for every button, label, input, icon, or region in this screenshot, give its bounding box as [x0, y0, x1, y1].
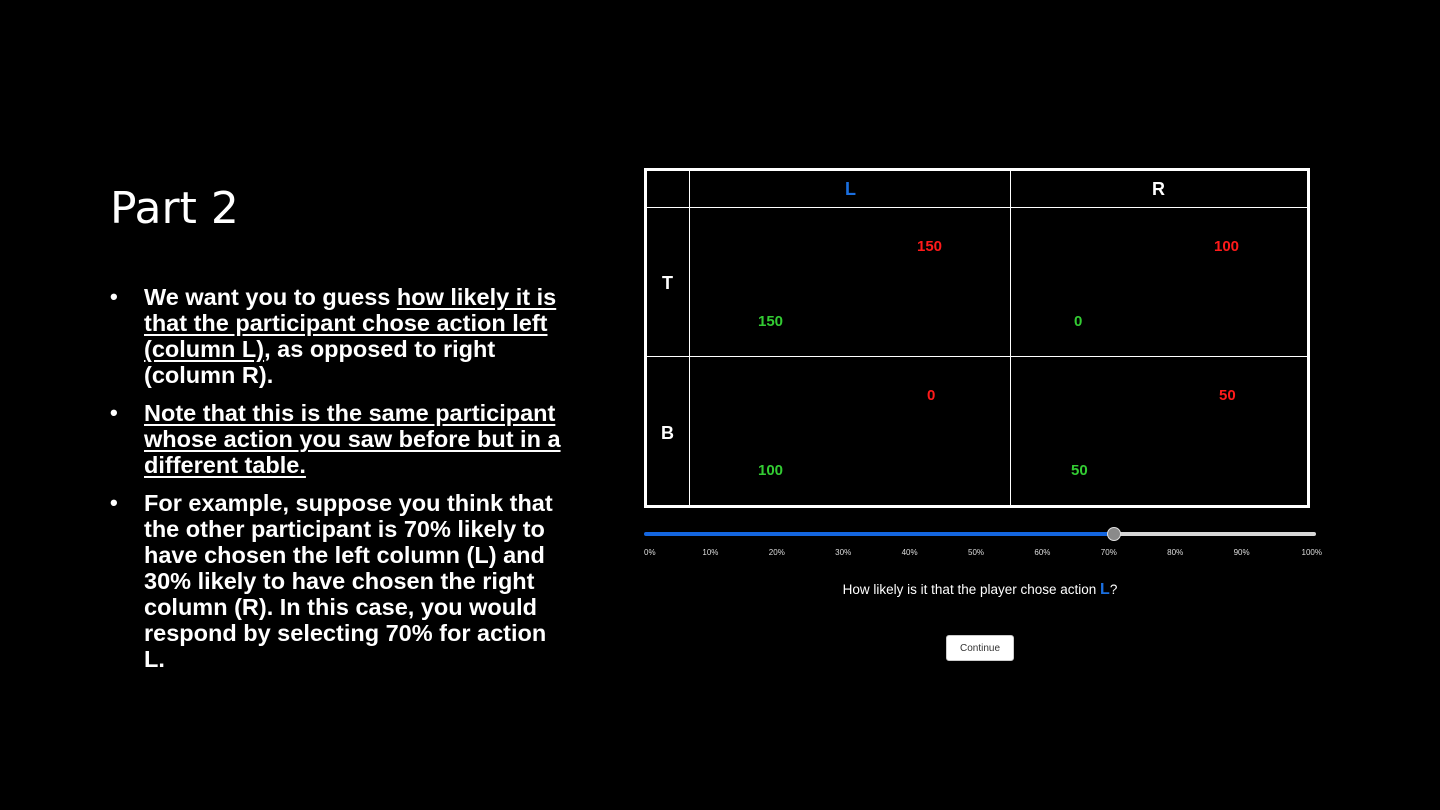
- slider-tick-label: 80%: [1167, 548, 1184, 557]
- payoff-TR-row-player: 0: [1074, 313, 1083, 330]
- payoff-BL-row-player: 100: [758, 462, 784, 479]
- table-divider: [1010, 171, 1011, 505]
- bullet-text: , as opposed to right (column R).: [144, 336, 496, 388]
- slider-tick-label: 50%: [967, 548, 985, 557]
- slider-tick-label: 20%: [768, 548, 785, 557]
- slider-tick-labels: 0% 10% 20% 30% 40% 50% 60% 70% 80% 90% 100%: [644, 548, 1322, 560]
- slider-tick-label: 30%: [835, 548, 852, 557]
- slider-tick-label: 100%: [1301, 548, 1322, 557]
- bullet-dot: •: [110, 400, 118, 425]
- column-header-R: R: [1152, 179, 1165, 199]
- table-divider: [647, 356, 1307, 357]
- payoff-BR-column-player: 50: [1219, 387, 1236, 404]
- bullet-item: • Note that this is the same participant …: [110, 400, 570, 478]
- probability-slider[interactable]: [644, 526, 1316, 546]
- slider-tick-label: 40%: [901, 548, 918, 557]
- slider-tick-label: 70%: [1100, 548, 1117, 557]
- payoff-BR-row-player: 50: [1071, 462, 1088, 479]
- bullet-item: • We want you to guess how likely it is t…: [110, 284, 570, 388]
- column-header-L: L: [845, 179, 856, 199]
- payoff-TL-column-player: 150: [917, 238, 943, 255]
- question-suffix: ?: [1109, 582, 1118, 597]
- slide-title: Part 2: [110, 183, 239, 234]
- bullet-text: For example, suppose you think that the …: [144, 490, 553, 672]
- bullet-text-underlined: Note that this is the same participant w…: [144, 400, 561, 478]
- payoff-TR-column-player: 100: [1214, 238, 1240, 255]
- question-prefix: How likely is it that the player chose a…: [842, 582, 1101, 597]
- bullet-dot: •: [110, 490, 118, 515]
- slider-thumb[interactable]: [1107, 527, 1121, 541]
- continue-button[interactable]: Continue: [946, 635, 1014, 661]
- table-divider: [689, 171, 690, 505]
- row-header-T: T: [662, 273, 673, 293]
- payoff-table: L R T B 150 150 100 0 0 100 50 50: [644, 168, 1310, 508]
- question-prompt: How likely is it that the player chose a…: [680, 581, 1280, 599]
- slider-tick-label: 10%: [702, 548, 719, 557]
- slider-tick-label: 90%: [1233, 548, 1250, 557]
- slider-track[interactable]: [1114, 532, 1316, 536]
- payoff-BL-column-player: 0: [927, 387, 936, 404]
- bullet-text-underlined: how likely it is that the participant ch…: [144, 284, 557, 362]
- bullet-text: We want you to guess: [144, 284, 397, 310]
- slider-tick-label: 60%: [1034, 548, 1051, 557]
- bullet-item: • For example, suppose you think that the…: [110, 490, 570, 672]
- bullet-list: • We want you to guess how likely it is t…: [110, 284, 570, 684]
- row-header-B: B: [661, 423, 674, 443]
- slider-tick-label: 0%: [644, 548, 656, 557]
- bullet-dot: •: [110, 284, 118, 309]
- question-action: L: [1100, 581, 1110, 598]
- table-divider: [647, 207, 1307, 208]
- payoff-TL-row-player: 150: [758, 313, 784, 330]
- slider-track-filled: [644, 532, 1114, 536]
